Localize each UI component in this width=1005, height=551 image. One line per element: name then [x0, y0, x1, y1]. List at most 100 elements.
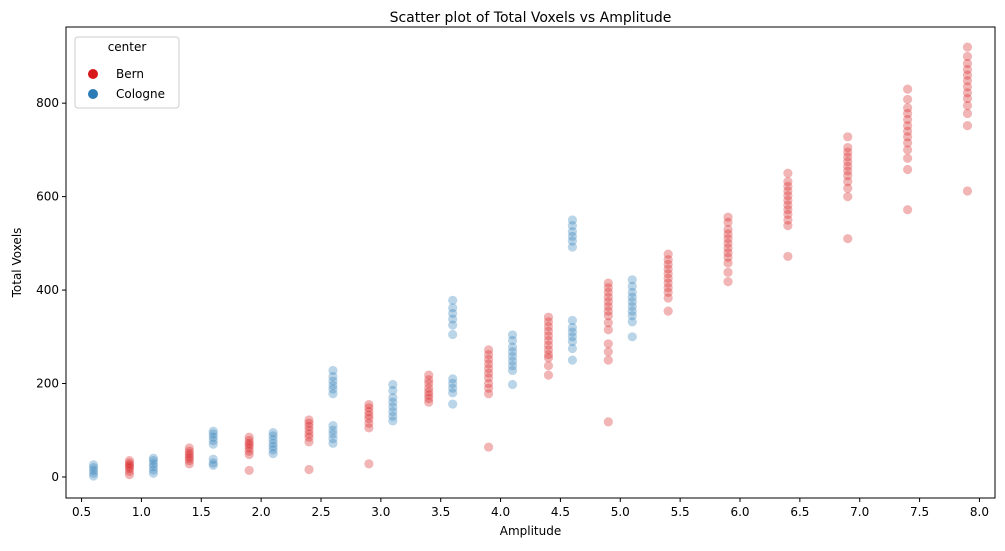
point-cologne-70: [567, 322, 578, 333]
point-bern-9: [184, 453, 194, 463]
point-cologne-85: [627, 287, 637, 297]
point-bern-105: [723, 212, 733, 222]
point-bern-134: [903, 138, 913, 148]
point-bern-29: [304, 415, 314, 425]
point-bern-3: [124, 462, 135, 472]
point-bern-49: [484, 378, 494, 389]
point-bern-24: [304, 432, 314, 442]
point-bern-23: [304, 437, 314, 447]
point-bern-113: [783, 191, 793, 201]
legend-marker-bern: [88, 69, 98, 79]
point-cologne-79: [627, 317, 637, 327]
point-cologne-17: [208, 429, 218, 439]
point-bern-65: [543, 326, 554, 336]
point-cologne-74: [567, 231, 578, 241]
point-bern-15: [244, 449, 254, 460]
point-bern-107: [783, 220, 793, 231]
point-bern-154: [962, 51, 973, 62]
point-bern-70: [603, 355, 613, 365]
point-cologne-24: [268, 431, 278, 441]
point-bern-148: [962, 88, 973, 98]
x-tick-label: 4.5: [551, 505, 570, 519]
point-cologne-68: [567, 332, 578, 342]
point-bern-60: [543, 349, 554, 360]
point-bern-128: [843, 142, 853, 153]
point-cologne-87: [627, 275, 637, 285]
chart-title: Scatter plot of Total Voxels vs Amplitud…: [390, 10, 672, 26]
point-cologne-34: [328, 376, 338, 386]
point-bern-53: [484, 359, 494, 369]
point-bern-64: [543, 331, 554, 341]
point-bern-123: [843, 166, 853, 176]
point-cologne-81: [627, 306, 637, 316]
point-bern-35: [364, 406, 374, 417]
point-cologne-41: [388, 397, 398, 407]
point-cologne-82: [627, 301, 637, 312]
point-bern-155: [962, 42, 973, 52]
point-cologne-33: [328, 380, 338, 390]
point-cologne-64: [507, 330, 518, 340]
point-bern-93: [663, 249, 673, 259]
point-bern-139: [903, 108, 913, 119]
point-bern-54: [484, 354, 494, 364]
point-bern-100: [723, 238, 733, 248]
point-bern-37: [364, 399, 374, 410]
point-bern-95: [723, 267, 733, 277]
point-bern-58: [543, 361, 554, 371]
point-cologne-54: [448, 303, 458, 313]
point-cologne-0: [88, 471, 99, 481]
point-cologne-5: [148, 468, 158, 478]
point-cologne-48: [448, 378, 458, 389]
point-bern-78: [603, 297, 613, 307]
y-tick-label: 0: [51, 470, 59, 484]
point-bern-42: [424, 383, 434, 393]
point-cologne-35: [328, 371, 338, 382]
point-bern-22: [304, 464, 314, 475]
point-bern-115: [783, 181, 793, 191]
point-bern-31: [364, 423, 374, 433]
point-cologne-46: [448, 388, 458, 398]
point-bern-10: [184, 451, 194, 461]
point-bern-30: [364, 459, 374, 469]
x-tick-label: 1.5: [192, 505, 211, 519]
point-bern-5: [124, 458, 135, 468]
point-bern-40: [424, 390, 434, 400]
point-cologne-18: [208, 426, 218, 436]
point-bern-34: [364, 410, 374, 420]
point-bern-14: [244, 465, 254, 476]
point-bern-112: [783, 195, 793, 205]
point-bern-136: [903, 126, 913, 136]
point-cologne-32: [328, 384, 338, 394]
point-bern-21: [244, 432, 254, 442]
x-tick-label: 3.0: [371, 505, 390, 519]
point-bern-13: [184, 443, 194, 453]
legend: center Bern Cologne: [74, 36, 180, 109]
point-bern-7: [184, 459, 194, 469]
point-cologne-43: [388, 385, 398, 396]
point-bern-129: [843, 132, 853, 142]
point-cologne-11: [208, 460, 218, 470]
point-cologne-15: [208, 435, 218, 446]
point-bern-133: [903, 145, 913, 155]
point-bern-141: [903, 94, 913, 105]
point-cologne-6: [148, 465, 158, 475]
point-cologne-8: [148, 459, 158, 469]
point-bern-110: [783, 205, 793, 215]
point-bern-73: [603, 325, 613, 335]
point-bern-101: [723, 234, 733, 244]
point-cologne-38: [388, 411, 398, 421]
point-bern-98: [723, 248, 733, 258]
point-cologne-84: [627, 292, 637, 302]
point-bern-150: [962, 76, 973, 86]
point-cologne-62: [507, 342, 518, 352]
point-bern-39: [424, 393, 434, 404]
point-cologne-10: [148, 453, 158, 463]
point-bern-46: [484, 442, 494, 452]
point-bern-4: [124, 460, 135, 470]
x-tick-label: 8.0: [970, 505, 989, 519]
point-bern-83: [663, 306, 673, 316]
point-cologne-51: [448, 320, 458, 330]
point-bern-48: [484, 383, 494, 393]
point-bern-92: [663, 255, 673, 265]
y-axis-ticks: 0 200 400 600 800: [36, 96, 66, 484]
